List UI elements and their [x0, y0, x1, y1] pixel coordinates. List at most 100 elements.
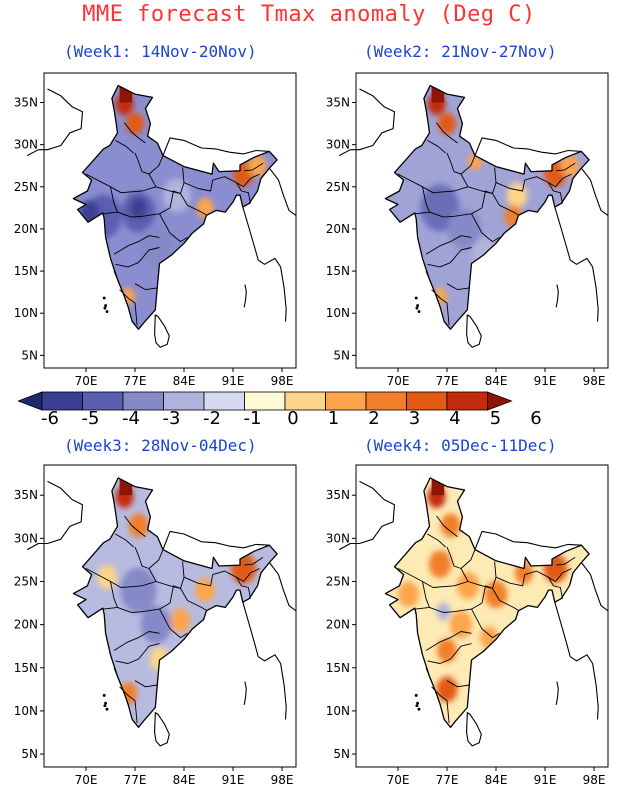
y-tick-label: 10N: [14, 306, 38, 320]
colorbar-tick-label: -2: [203, 408, 221, 429]
anomaly-patch: [196, 197, 214, 218]
y-tick-label: 35N: [326, 488, 350, 502]
y-tick-label: 5N: [21, 747, 38, 761]
x-tick-label: 70E: [75, 374, 98, 388]
y-tick-label: 30N: [326, 138, 350, 152]
map-borders: [26, 84, 297, 348]
colorbar-tick-label: 3: [408, 408, 421, 429]
anomaly-patch: [436, 603, 451, 621]
y-tick-label: 10N: [14, 704, 38, 718]
anomaly-patch: [456, 571, 480, 600]
y-tick-label: 5N: [333, 747, 350, 761]
y-tick-label: 25N: [326, 574, 350, 588]
anomaly-patch: [437, 112, 457, 135]
anomaly-patch: [130, 197, 147, 218]
y-tick-label: 15N: [14, 264, 38, 278]
y-tick-label: 30N: [14, 138, 38, 152]
y-tick-label: 35N: [326, 96, 350, 110]
x-tick-label: 98E: [271, 773, 294, 787]
y-tick-label: 35N: [14, 96, 38, 110]
colorbar-labels: -6 -5 -4 -3 -2 -1 0 1 2 3 4 5 6: [0, 408, 618, 430]
x-tick-label: 77E: [124, 773, 147, 787]
anomaly-patch: [128, 513, 149, 538]
y-tick-label: 15N: [14, 661, 38, 675]
x-tick-label: 84E: [485, 773, 508, 787]
x-tick-label: 98E: [583, 773, 606, 787]
week4-title: (Week4: 05Dec-11Dec): [364, 436, 557, 455]
y-tick-label: 10N: [326, 306, 350, 320]
x-tick-label: 70E: [75, 773, 98, 787]
y-tick-label: 5N: [21, 348, 38, 362]
anomaly-patch: [440, 513, 461, 538]
y-tick-label: 15N: [326, 264, 350, 278]
colorbar-right-arrow: [487, 391, 513, 411]
x-tick-label: 84E: [173, 773, 196, 787]
colorbar-tick-label: 1: [327, 408, 340, 429]
x-tick-label: 91E: [534, 773, 557, 787]
week2-title: (Week2: 21Nov-27Nov): [364, 42, 557, 61]
anomaly-patch: [138, 224, 174, 267]
x-tick-label: 70E: [387, 374, 410, 388]
x-tick-label: 91E: [222, 773, 245, 787]
y-tick-label: 25N: [14, 180, 38, 194]
week1-title: (Week1: 14Nov-20Nov): [64, 42, 257, 61]
x-tick-label: 77E: [436, 374, 459, 388]
colorbar-tick-label: 5: [489, 408, 502, 429]
anomaly-patch: [428, 550, 452, 579]
x-tick-label: 84E: [485, 374, 508, 388]
colorbar-tick-label: -3: [162, 408, 181, 429]
x-tick-label: 91E: [222, 374, 245, 388]
y-tick-label: 20N: [326, 222, 350, 236]
colorbar-tick-label: 6: [530, 408, 542, 429]
anomaly-patch: [436, 676, 458, 703]
anomaly-patch: [560, 154, 579, 177]
anomaly-patch: [120, 567, 157, 613]
anomaly-patch: [97, 565, 117, 590]
colorbar-tick-label: 2: [368, 408, 380, 429]
y-tick-label: 15N: [326, 661, 350, 675]
week3-title: (Week3: 28Nov-04Dec): [64, 436, 257, 455]
anomaly-patch: [447, 208, 482, 250]
x-tick-label: 84E: [173, 374, 196, 388]
y-tick-label: 20N: [326, 618, 350, 632]
x-tick-label: 91E: [534, 374, 557, 388]
y-tick-label: 20N: [14, 222, 38, 236]
anomaly-patch: [140, 605, 172, 644]
anomaly-patch: [248, 154, 267, 177]
colorbar-graphic: [16, 391, 513, 411]
figure-title: MME forecast Tmax anomaly (Deg C): [82, 2, 536, 27]
x-tick-label: 98E: [271, 374, 294, 388]
anomaly-patch: [398, 581, 419, 608]
x-tick-label: 77E: [124, 374, 147, 388]
colorbar-tick-label: -5: [81, 408, 100, 429]
map-borders: [26, 477, 297, 747]
colorbar: [16, 388, 563, 418]
y-tick-label: 35N: [14, 488, 38, 502]
y-tick-label: 5N: [333, 348, 350, 362]
colorbar-tick-label: -1: [243, 408, 262, 429]
y-tick-label: 25N: [14, 574, 38, 588]
x-tick-label: 98E: [583, 374, 606, 388]
colorbar-tick-label: 0: [287, 408, 299, 429]
x-tick-label: 77E: [436, 773, 459, 787]
y-tick-label: 20N: [14, 618, 38, 632]
y-tick-label: 10N: [326, 704, 350, 718]
y-tick-label: 30N: [326, 531, 350, 545]
anomaly-patch: [163, 178, 191, 213]
anomaly-patch: [125, 112, 145, 135]
map-borders: [338, 477, 609, 747]
y-tick-label: 30N: [14, 531, 38, 545]
colorbar-tick-label: 4: [449, 408, 461, 429]
anomaly-patch: [437, 638, 457, 663]
anomaly-patch: [449, 610, 473, 639]
x-tick-label: 70E: [387, 773, 410, 787]
map-borders: [338, 84, 609, 348]
